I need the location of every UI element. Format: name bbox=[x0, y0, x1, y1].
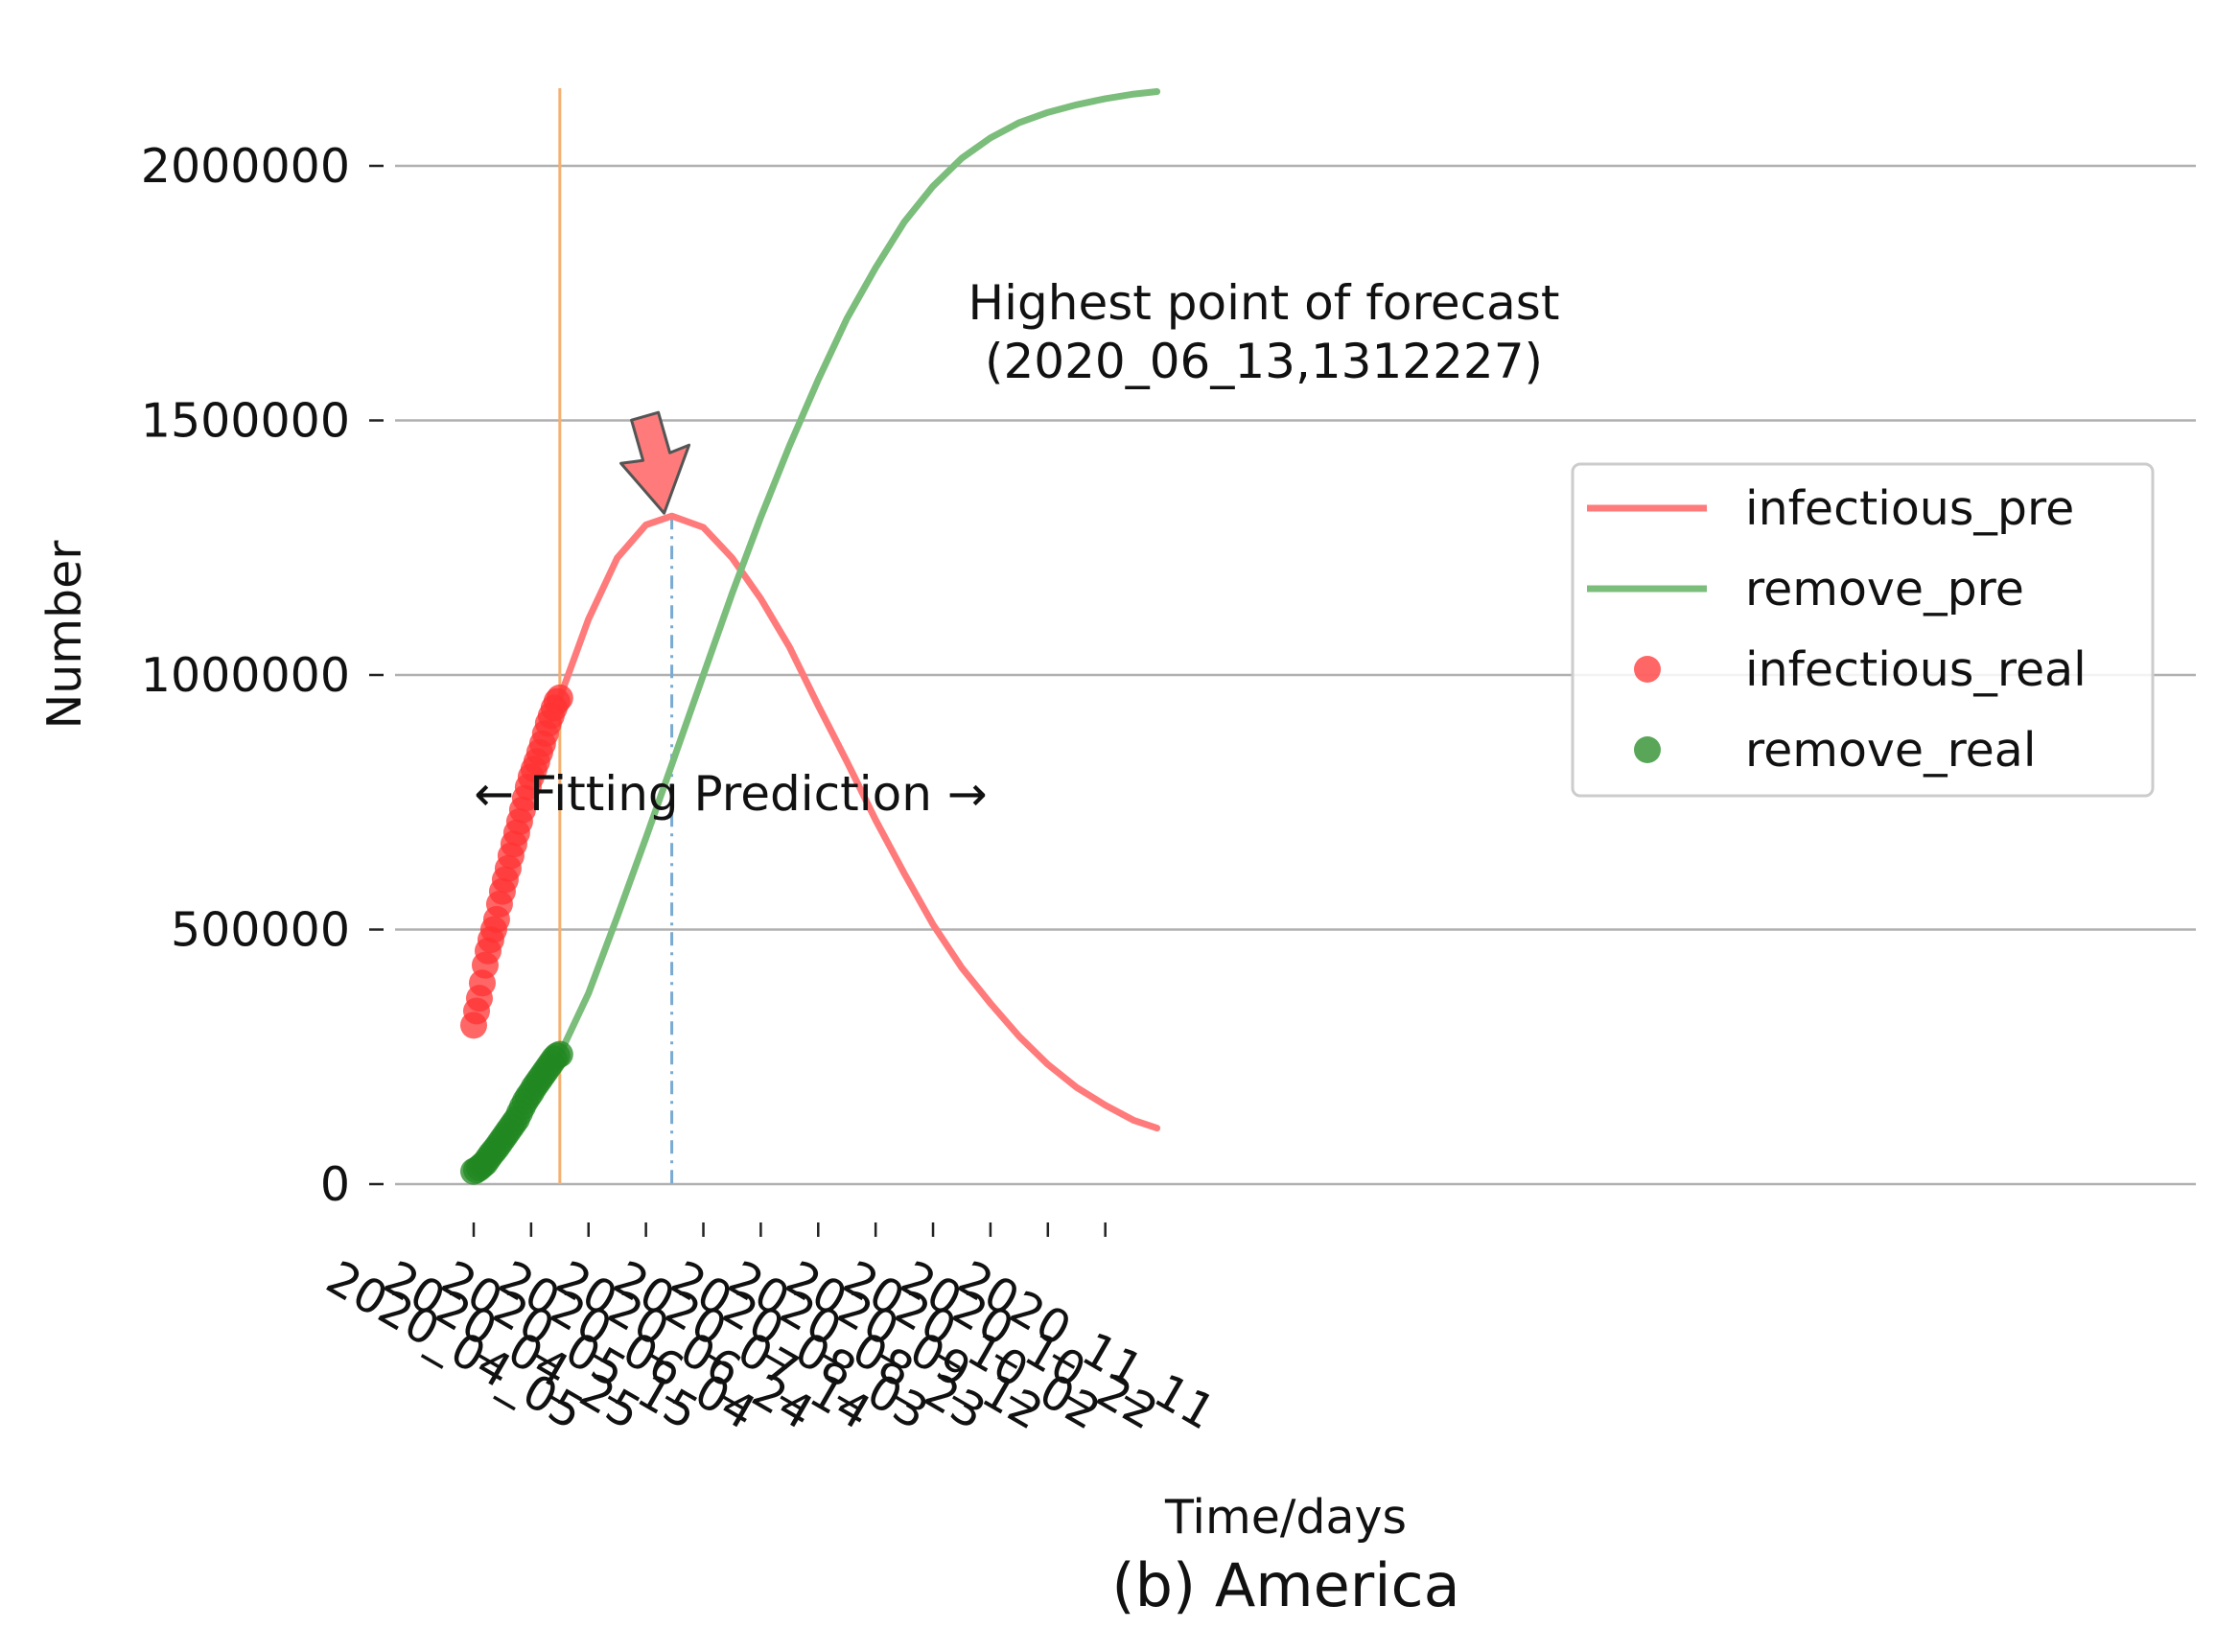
annotations: Highest point of forecast (2020_06_13,13… bbox=[474, 275, 1559, 822]
legend-label-remove_pre: remove_pre bbox=[1745, 562, 2024, 617]
peak-label-line1: Highest point of forecast bbox=[968, 275, 1560, 331]
fitting-prediction-label: ← Fitting Prediction → bbox=[474, 766, 987, 822]
legend-swatch-remove_real bbox=[1634, 736, 1661, 763]
grid-lines bbox=[395, 164, 2196, 1186]
legend: infectious_pre remove_pre infectious_realr… bbox=[1571, 462, 2155, 798]
x-axis: 2020_04_052020_04_252020_05_152020_06_04… bbox=[317, 1222, 1225, 1441]
legend-box bbox=[1571, 462, 2155, 798]
reference-lines bbox=[558, 88, 674, 1184]
legend-swatch-infectious_real bbox=[1634, 656, 1661, 683]
series-points-infectious_real bbox=[460, 684, 573, 1039]
series-line-remove_pre bbox=[556, 88, 1161, 1059]
y-tick-label: 1000000 bbox=[141, 648, 350, 703]
x-axis-title: Time/days bbox=[1164, 1490, 1407, 1545]
legend-label-infectious_real: infectious_real bbox=[1745, 642, 2087, 697]
y-tick-label: 1500000 bbox=[141, 394, 350, 449]
legend-label-infectious_pre: infectious_pre bbox=[1745, 481, 2074, 536]
y-axis: 0 500000 1000000 1500000 2000000 bbox=[141, 139, 384, 1212]
y-tick-label: 2000000 bbox=[141, 139, 350, 194]
chart-caption: (b) America bbox=[1111, 1550, 1459, 1620]
y-tick-label: 500000 bbox=[171, 903, 350, 958]
series bbox=[460, 88, 1161, 1185]
y-axis-title: Number bbox=[37, 540, 92, 730]
series-points-remove_real bbox=[460, 1040, 573, 1185]
data-point bbox=[546, 1040, 573, 1068]
legend-label-remove_real: remove_real bbox=[1745, 723, 2036, 778]
peak-arrow bbox=[619, 410, 691, 515]
data-point bbox=[546, 684, 573, 711]
series-line-infectious_pre bbox=[556, 512, 1161, 1132]
y-tick-label: 0 bbox=[320, 1157, 350, 1212]
peak-label-line2: (2020_06_13,1312227) bbox=[985, 334, 1543, 389]
